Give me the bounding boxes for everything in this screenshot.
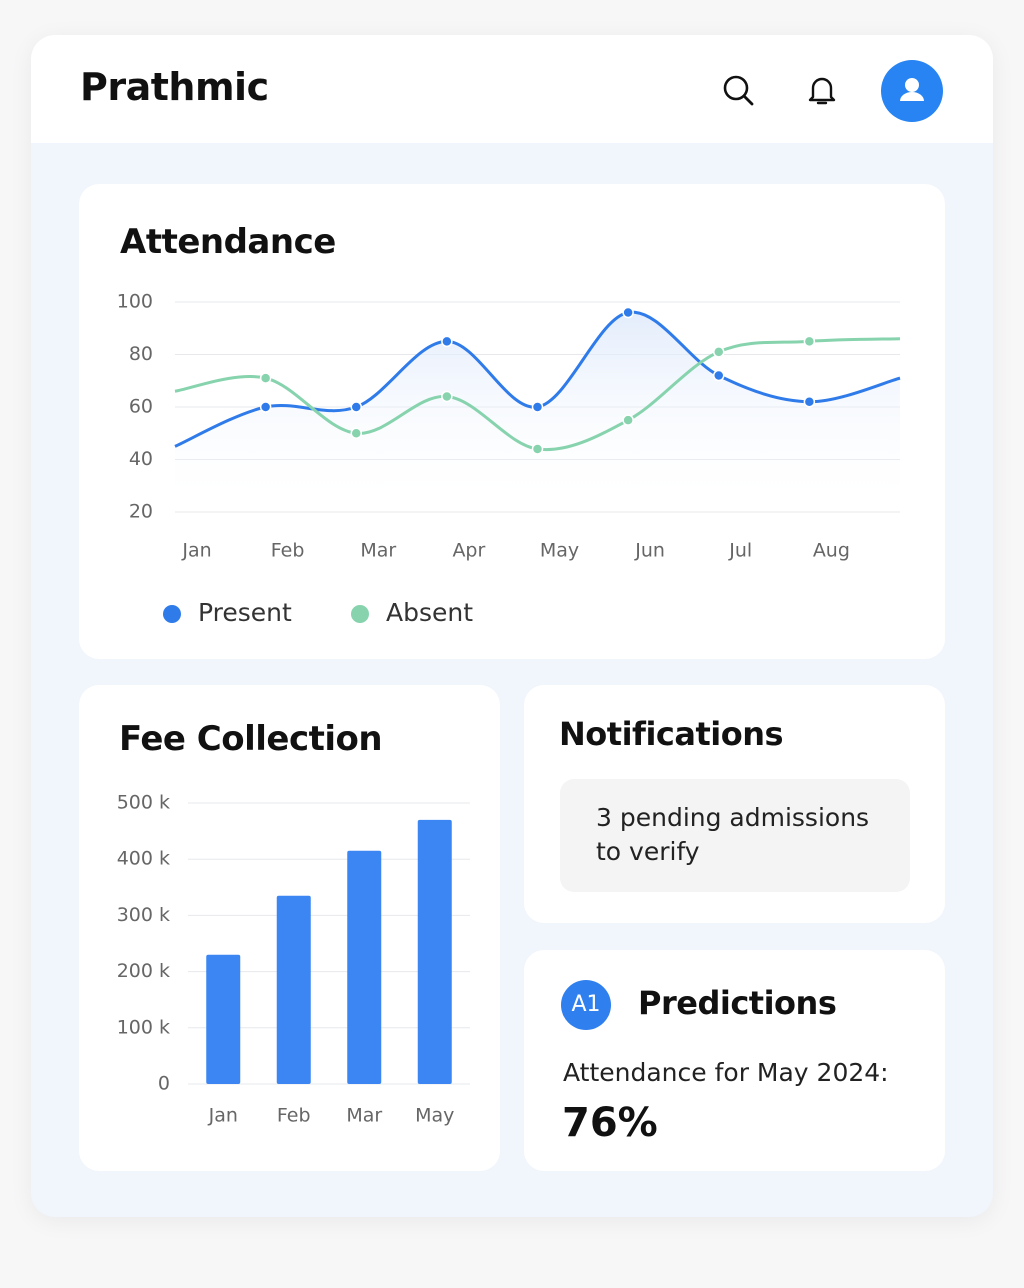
x-tick-label: Jan	[208, 1105, 238, 1127]
card-title: Notifications	[559, 715, 784, 753]
prediction-value: 76%	[562, 1100, 658, 1146]
data-point	[259, 401, 272, 413]
x-tick-label: Mar	[360, 540, 396, 562]
data-point	[531, 443, 544, 455]
card-title: Fee Collection	[119, 719, 383, 759]
y-tick-label: 100	[117, 291, 153, 313]
predictions-card: A1 Predictions Attendance for May 2024: …	[524, 950, 945, 1171]
legend-marker	[351, 605, 369, 623]
x-tick-label: Jul	[728, 540, 752, 562]
y-tick-label: 80	[129, 343, 153, 365]
y-tick-label: 40	[129, 448, 153, 470]
y-tick-label: 60	[129, 396, 153, 418]
ai-badge: A1	[561, 980, 611, 1030]
top-bar: Prathmic	[31, 35, 993, 143]
bar	[206, 954, 241, 1084]
legend-label: Absent	[386, 598, 473, 627]
legend-marker	[163, 605, 181, 623]
x-tick-label: Feb	[271, 540, 305, 562]
bell-icon[interactable]	[805, 73, 839, 107]
fee-card: Fee Collection 0 100 k 200 k 300 k 400 k 500 …	[79, 685, 500, 1171]
data-point	[622, 306, 634, 319]
data-point	[441, 335, 453, 348]
x-tick-label: Jun	[634, 540, 665, 562]
x-tick-label: Feb	[277, 1105, 311, 1127]
data-point	[622, 414, 634, 426]
data-point	[531, 401, 544, 413]
x-tick-label: May	[415, 1105, 454, 1127]
card-title: Predictions	[638, 984, 837, 1022]
avatar-button[interactable]	[880, 59, 944, 123]
y-tick-label: 20	[129, 501, 153, 523]
data-point	[803, 335, 816, 348]
y-tick-label: 400 k	[117, 848, 170, 870]
data-point	[350, 401, 362, 413]
data-point	[350, 427, 362, 439]
bar	[417, 819, 452, 1084]
bar	[276, 895, 311, 1084]
data-point	[713, 369, 725, 382]
card-title: Attendance	[120, 222, 336, 262]
y-tick-label: 100 k	[117, 1016, 170, 1038]
y-tick-label: 200 k	[117, 960, 170, 982]
x-tick-label: Mar	[346, 1105, 382, 1127]
brand-title: Prathmic	[80, 65, 269, 109]
data-point	[713, 346, 725, 358]
notifications-card: Notifications 3 pending admissions to ve…	[524, 685, 945, 923]
y-tick-label: 0	[158, 1073, 170, 1095]
x-tick-label: Aug	[813, 540, 850, 562]
x-tick-label: May	[540, 540, 579, 562]
y-tick-label: 500 k	[117, 792, 170, 814]
notification-item[interactable]: 3 pending admissions to verify	[560, 779, 910, 892]
data-point	[259, 372, 272, 384]
attendance-chart: 20 40 60 80 100 Jan Feb Mar Apr May Jun Jul Aug Prese…	[117, 291, 901, 627]
fee-chart: 0 100 k 200 k 300 k 400 k 500 k Jan Feb Mar May	[117, 792, 470, 1127]
y-tick-label: 300 k	[117, 904, 170, 926]
attendance-card: Attendance 20 40 60 80 100 Jan Feb Mar Apr May Jun…	[79, 184, 945, 659]
bar	[347, 850, 382, 1084]
x-tick-label: Jan	[181, 540, 211, 562]
x-tick-label: Apr	[452, 540, 485, 562]
legend-label: Present	[198, 598, 292, 627]
data-point	[441, 390, 453, 403]
prediction-label: Attendance for May 2024:	[563, 1058, 889, 1087]
data-point	[803, 396, 816, 408]
search-icon[interactable]	[721, 73, 755, 107]
